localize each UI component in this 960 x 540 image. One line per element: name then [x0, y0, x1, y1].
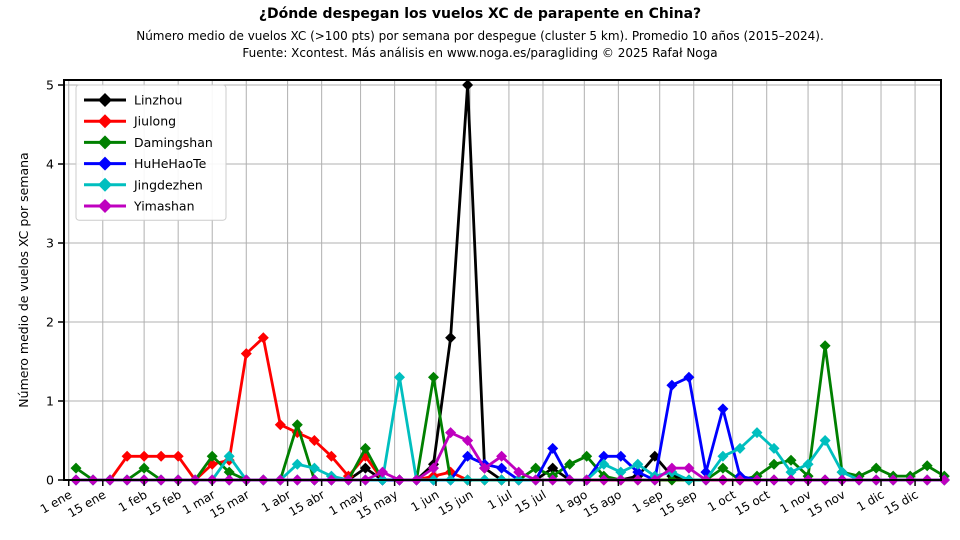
y-tick-label: 1: [46, 394, 54, 409]
y-tick-label: 0: [46, 473, 54, 488]
legend: Linzhou Jiulong Damingshan HuHeHaoTe Jingdez…: [75, 84, 227, 221]
legend-marker-icon: [98, 114, 112, 129]
series-yimashan: [70, 427, 950, 486]
x-tick-label: 15 feb: [143, 487, 183, 518]
legend-marker-icon: [98, 177, 112, 192]
x-tick-label: 1 oct: [705, 487, 738, 514]
y-tick-label: 4: [46, 157, 54, 172]
legend-marker-icon: [98, 135, 112, 150]
chart-source: Fuente: Xcontest. Más análisis en www.no…: [242, 46, 718, 60]
x-tick-label: 15 jun: [436, 487, 476, 518]
y-axis-label: Número medio de vuelos XC por semana: [16, 152, 31, 407]
y-tick-label: 3: [46, 236, 54, 251]
x-tick-label: 15 sep: [657, 487, 699, 519]
x-tick-label: 15 abr: [286, 487, 327, 519]
x-tick-label: 1 jun: [408, 487, 441, 514]
x-tick-label: 15 oct: [733, 487, 773, 518]
data-point-markers: [70, 427, 950, 486]
chart-subtitle: Número medio de vuelos XC (>100 pts) por…: [136, 29, 824, 43]
x-tick-label: 1 dic: [854, 487, 886, 514]
x-tick-label: 1 jul: [485, 487, 514, 512]
legend-label: Jingdezhen: [133, 177, 203, 192]
x-tick-label: 15 jul: [513, 487, 549, 516]
legend-item-yimashan: Yimashan: [84, 199, 195, 214]
legend-item-jingdezhen: Jingdezhen: [84, 177, 203, 192]
y-tick-label: 5: [46, 78, 54, 93]
legend-label: Jiulong: [133, 114, 176, 129]
x-tick-label: 15 ago: [581, 487, 624, 520]
legend-item-huhehaote: HuHeHaoTe: [84, 156, 207, 171]
x-tick-label: 1 feb: [116, 487, 150, 514]
chart-title: ¿Dónde despegan los vuelos XC de parapen…: [258, 6, 702, 22]
legend-marker-icon: [98, 156, 112, 171]
x-tick-label: 15 dic: [882, 487, 921, 517]
y-tick-label: 2: [46, 315, 54, 330]
x-tick-label: 15 mar: [207, 487, 251, 521]
legend-label: Linzhou: [134, 93, 182, 108]
legend-marker-icon: [98, 199, 112, 213]
legend-label: Yimashan: [133, 199, 195, 214]
legend-label: HuHeHaoTe: [134, 156, 207, 171]
legend-marker-icon: [98, 93, 112, 107]
legend-label: Damingshan: [134, 135, 213, 150]
chart-header: ¿Dónde despegan los vuelos XC de parapen…: [0, 0, 960, 60]
legend-item-damingshan: Damingshan: [84, 135, 213, 150]
legend-item-linzhou: Linzhou: [84, 93, 182, 108]
x-tick-label: 15 ene: [65, 487, 108, 520]
x-tick-label: 15 nov: [805, 487, 848, 520]
legend-item-jiulong: Jiulong: [84, 114, 176, 129]
